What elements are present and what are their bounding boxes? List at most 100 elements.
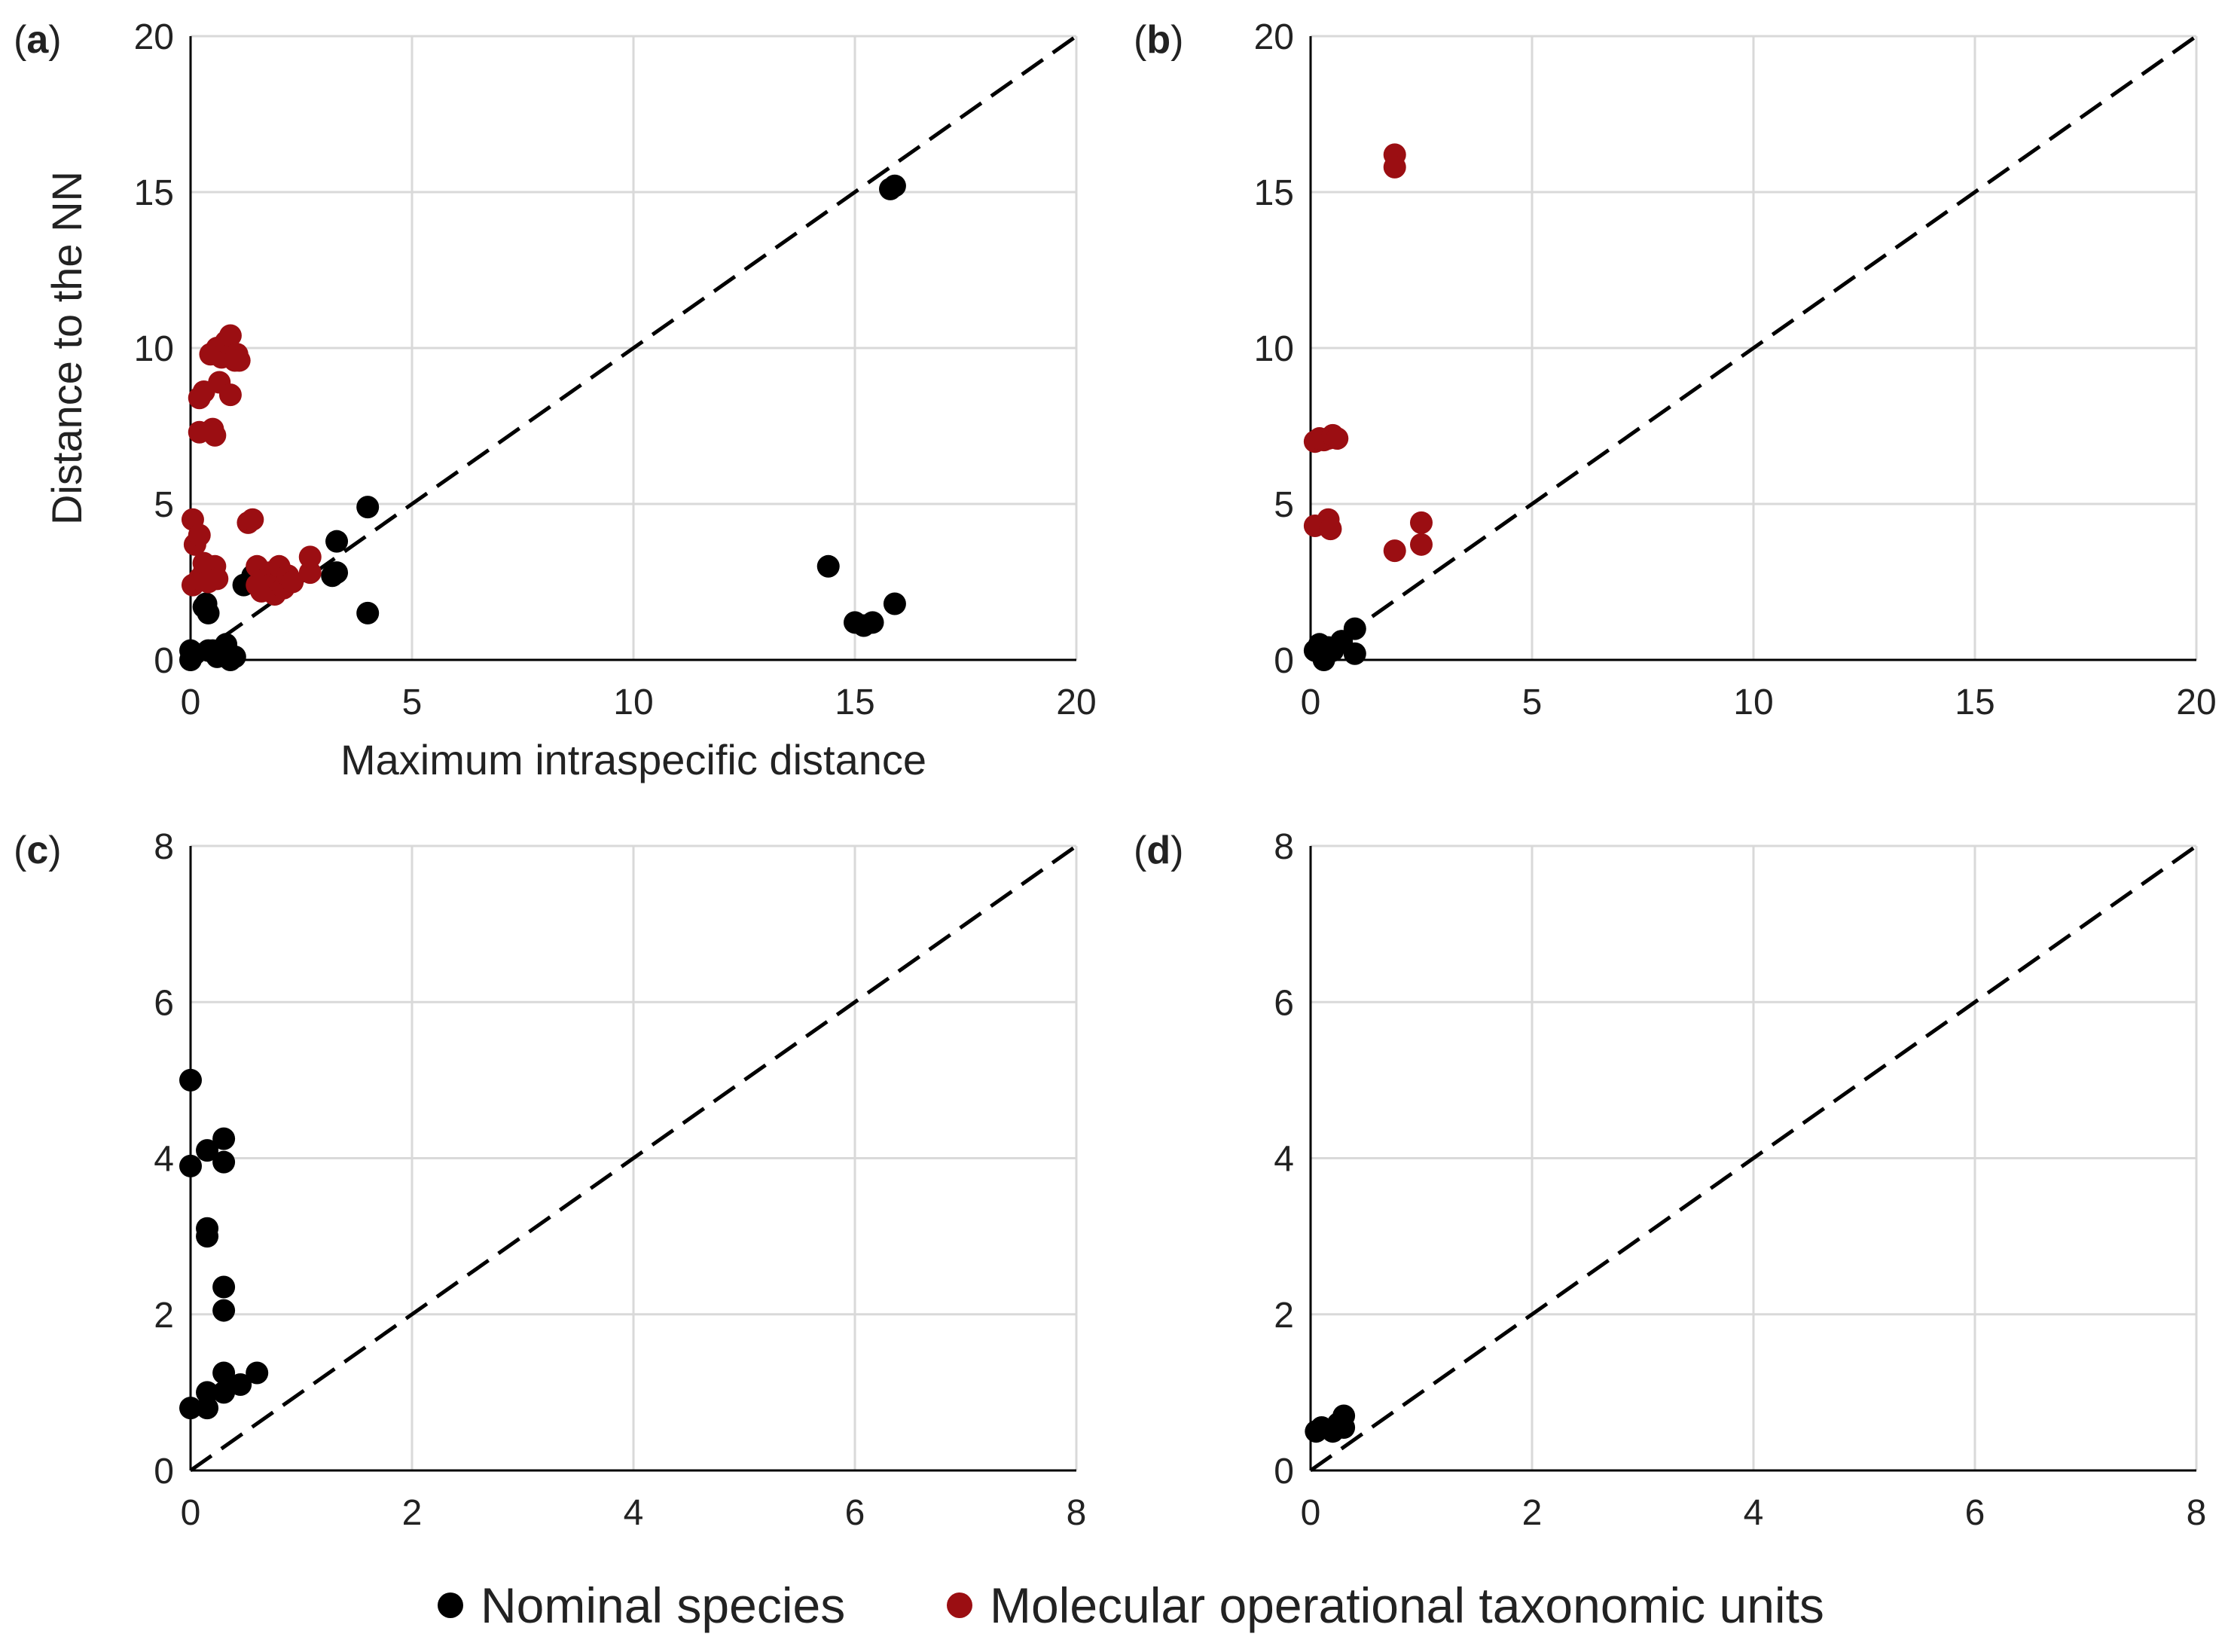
point-motu bbox=[206, 567, 229, 591]
panel-label-d: (d) bbox=[1134, 829, 1183, 872]
x-tick-label: 6 bbox=[845, 1493, 865, 1533]
x-tick-label: 15 bbox=[835, 682, 874, 722]
point-nominal bbox=[179, 1397, 202, 1420]
x-tick-label: 0 bbox=[1301, 682, 1321, 722]
panel-label-c: (c) bbox=[14, 829, 62, 872]
point-nominal bbox=[212, 1299, 236, 1322]
y-tick-label: 15 bbox=[1254, 173, 1294, 213]
panel-label-close: ) bbox=[48, 18, 61, 62]
point-motu bbox=[227, 349, 251, 372]
y-tick-label: 8 bbox=[1274, 827, 1294, 867]
point-nominal bbox=[1332, 1416, 1356, 1440]
x-tick-label: 20 bbox=[2176, 682, 2216, 722]
y-axis-title: Distance to the NN bbox=[43, 171, 90, 525]
y-tick-label: 4 bbox=[1274, 1140, 1294, 1180]
point-nominal bbox=[179, 1154, 202, 1177]
panel-label-open: ( bbox=[14, 18, 27, 62]
x-tick-label: 5 bbox=[1522, 682, 1543, 722]
point-nominal bbox=[229, 1373, 252, 1397]
y-tick-label: 2 bbox=[154, 1296, 174, 1336]
y-tick-label: 0 bbox=[1274, 641, 1294, 681]
x-tick-label: 6 bbox=[1965, 1493, 1985, 1533]
point-nominal bbox=[196, 1381, 219, 1404]
y-tick-label: 6 bbox=[154, 983, 174, 1023]
point-nominal bbox=[212, 1127, 236, 1150]
panel-label-letter: b bbox=[1146, 18, 1170, 62]
y-tick-label: 5 bbox=[154, 485, 174, 525]
x-tick-label: 0 bbox=[181, 1493, 201, 1533]
point-nominal bbox=[196, 1139, 219, 1162]
point-motu bbox=[1319, 518, 1342, 541]
y-tick-label: 2 bbox=[1274, 1296, 1294, 1336]
y-tick-label: 10 bbox=[134, 329, 174, 369]
y-tick-label: 5 bbox=[1274, 485, 1294, 525]
x-tick-label: 10 bbox=[1733, 682, 1773, 722]
point-nominal bbox=[196, 1225, 219, 1248]
x-tick-label: 15 bbox=[1955, 682, 1995, 722]
reference-line-1to1 bbox=[189, 34, 1078, 662]
point-nominal bbox=[223, 645, 246, 668]
panel-label-close: ) bbox=[48, 829, 61, 872]
point-motu bbox=[1410, 533, 1433, 556]
point-motu bbox=[298, 545, 322, 569]
panel-d: 0 2 4 6 8 0 2 4 6 8 (d) bbox=[1134, 827, 2206, 1533]
reference-line-1to1 bbox=[1309, 844, 2198, 1473]
panel-label-open: ( bbox=[14, 829, 27, 872]
point-motu bbox=[298, 561, 322, 585]
y-tick-label: 10 bbox=[1254, 329, 1294, 369]
point-nominal bbox=[883, 592, 906, 615]
point-nominal bbox=[179, 1068, 202, 1092]
panel-label-a: (a) bbox=[14, 18, 62, 62]
panel-label-open: ( bbox=[1134, 829, 1147, 872]
y-tick-label: 6 bbox=[1274, 983, 1294, 1023]
point-nominal bbox=[356, 496, 380, 519]
point-nominal bbox=[212, 1361, 236, 1385]
point-motu bbox=[188, 524, 211, 547]
panel-label-close: ) bbox=[1170, 829, 1183, 872]
x-tick-label: 2 bbox=[1522, 1493, 1543, 1533]
legend: Nominal species Molecular operational ta… bbox=[438, 1577, 1824, 1633]
panel-label-open: ( bbox=[1134, 18, 1147, 62]
point-nominal bbox=[861, 611, 884, 634]
point-nominal bbox=[816, 554, 840, 578]
y-tick-label: 4 bbox=[154, 1140, 174, 1180]
panel-a: 0 5 10 15 20 0 5 10 15 20 (a) Maximum intraspecific… bbox=[14, 17, 1097, 783]
point-motu bbox=[1410, 511, 1433, 534]
panel-b: 0 5 10 15 20 0 5 10 15 20 (b) bbox=[1134, 17, 2217, 722]
x-axis-title: Maximum intraspecific distance bbox=[340, 736, 926, 783]
point-nominal bbox=[212, 1275, 236, 1299]
point-motu bbox=[1383, 155, 1406, 179]
point-motu bbox=[281, 570, 304, 594]
x-tick-label: 20 bbox=[1056, 682, 1096, 722]
x-tick-label: 2 bbox=[402, 1493, 423, 1533]
y-tick-label: 20 bbox=[1254, 17, 1294, 57]
panel-label-b: (b) bbox=[1134, 18, 1183, 62]
panel-label-letter: c bbox=[26, 829, 48, 872]
panel-label-letter: a bbox=[26, 18, 49, 62]
panel-c: 0 2 4 6 8 0 2 4 6 8 (c) bbox=[14, 827, 1086, 1533]
legend-marker-motu bbox=[947, 1592, 972, 1618]
point-motu bbox=[1383, 539, 1406, 563]
reference-line-1to1 bbox=[189, 844, 1078, 1473]
point-nominal bbox=[196, 1397, 219, 1420]
y-tick-label: 0 bbox=[154, 1452, 174, 1492]
x-tick-label: 10 bbox=[613, 682, 653, 722]
panel-label-letter: d bbox=[1146, 829, 1170, 872]
point-nominal bbox=[356, 601, 380, 624]
x-tick-label: 0 bbox=[181, 682, 201, 722]
y-tick-label: 0 bbox=[154, 641, 174, 681]
reference-line-1to1 bbox=[1309, 34, 2198, 662]
y-tick-label: 8 bbox=[154, 827, 174, 867]
point-nominal bbox=[1343, 642, 1366, 665]
y-tick-label: 0 bbox=[1274, 1452, 1294, 1492]
legend-marker-nominal bbox=[438, 1592, 463, 1618]
point-motu bbox=[1326, 427, 1349, 450]
legend-label-motu: Molecular operational taxonomic units bbox=[990, 1577, 1824, 1633]
y-tick-label: 20 bbox=[134, 17, 174, 57]
point-nominal bbox=[325, 530, 349, 553]
panel-label-close: ) bbox=[1170, 18, 1183, 62]
x-tick-label: 4 bbox=[624, 1493, 644, 1533]
x-tick-label: 8 bbox=[2187, 1493, 2207, 1533]
